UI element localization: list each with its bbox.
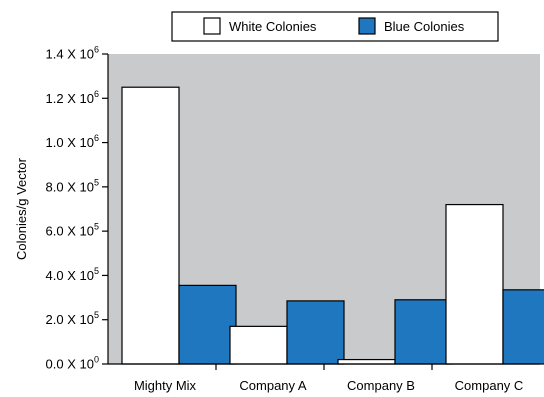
bar-blue-colonies (394, 299, 453, 365)
bar-blue-colonies (502, 289, 544, 365)
bar-white-colonies (337, 358, 396, 365)
y-tick-label: 1.2 X 106 (46, 89, 99, 106)
legend-label-white-colonies: White Colonies (229, 19, 317, 34)
legend-box (171, 11, 499, 42)
y-tick-label: 4.0 X 105 (46, 266, 99, 283)
bar-white-colonies (229, 325, 288, 365)
y-tick-label: 1.0 X 106 (46, 133, 99, 150)
y-axis-label: Colonies/g Vector (14, 157, 29, 260)
x-tick-label: Company C (455, 378, 524, 393)
y-tick-label: 0.0 X 100 (46, 355, 99, 372)
y-tick-label: 2.0 X 105 (46, 310, 99, 327)
legend-label-blue-colonies: Blue Colonies (384, 19, 465, 34)
y-tick-label: 6.0 X 105 (46, 222, 99, 239)
x-tick-label: Mighty Mix (134, 378, 197, 393)
y-tick-label: 1.4 X 106 (46, 45, 99, 62)
bar-blue-colonies (178, 284, 237, 365)
bar-blue-colonies (286, 300, 345, 365)
y-tick-label: 8.0 X 105 (46, 177, 99, 194)
x-tick-label: Company B (347, 378, 415, 393)
legend-swatch-blue-colonies (358, 17, 376, 35)
x-tick-label: Company A (239, 378, 307, 393)
legend: White Colonies Blue Colonies (171, 11, 499, 42)
bar-white-colonies (445, 203, 504, 365)
legend-swatch-white-colonies (203, 17, 221, 35)
bar-white-colonies (121, 86, 180, 365)
